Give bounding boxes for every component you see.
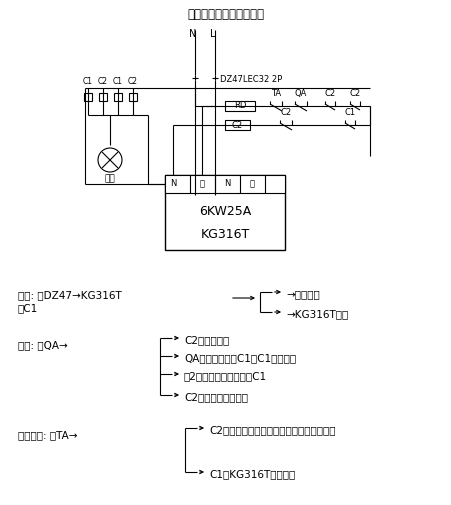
Text: C2: C2	[349, 89, 360, 98]
Bar	[165, 175, 285, 193]
Text: →主触头合: →主触头合	[285, 289, 319, 299]
Text: 手动停止: 合TA→: 手动停止: 合TA→	[18, 430, 77, 440]
Text: C2主触头合手动亮灯: C2主触头合手动亮灯	[184, 392, 248, 402]
Text: C1: C1	[113, 77, 123, 86]
Text: C2副触头自锁: C2副触头自锁	[184, 335, 229, 345]
Text: C1由KG316T接出控制: C1由KG316T接出控制	[208, 469, 295, 479]
Text: C1: C1	[83, 77, 93, 86]
Bar	[114, 93, 122, 101]
Bar	[84, 93, 92, 101]
Text: C2: C2	[324, 89, 335, 98]
Bar	[99, 93, 107, 101]
Text: RD: RD	[233, 102, 246, 111]
Text: TA: TA	[270, 89, 281, 98]
Text: 带C1: 带C1	[18, 303, 38, 313]
Text: N: N	[223, 179, 230, 188]
Text: 路灯按钮接触器联锁电路: 路灯按钮接触器联锁电路	[187, 8, 264, 21]
Text: 匝2联锁常闭副触头断开C1: 匝2联锁常闭副触头断开C1	[184, 371, 267, 381]
Text: 进: 进	[199, 179, 204, 188]
Text: QA联锁常闭断开C1，C1主触头断: QA联锁常闭断开C1，C1主触头断	[184, 353, 295, 363]
Text: 出: 出	[249, 179, 254, 188]
Text: C2失电复位，副联锁常闭复位，回原来状态: C2失电复位，副联锁常闭复位，回原来状态	[208, 425, 335, 435]
Bar	[225, 120, 249, 130]
Text: 手动: 合QA→: 手动: 合QA→	[18, 340, 68, 350]
Text: →KG316T控制: →KG316T控制	[285, 309, 347, 319]
Bar	[129, 93, 137, 101]
Text: 射灯: 射灯	[104, 174, 115, 183]
Text: N: N	[170, 179, 176, 188]
Bar	[225, 101, 254, 111]
Text: C2: C2	[231, 121, 242, 129]
Text: C1: C1	[344, 108, 355, 117]
Text: C2: C2	[128, 77, 138, 86]
Text: C2: C2	[98, 77, 108, 86]
Text: L: L	[210, 29, 215, 39]
Bar	[165, 175, 285, 250]
Text: KG316T: KG316T	[200, 228, 249, 241]
Text: N: N	[189, 29, 196, 39]
Text: QA: QA	[294, 89, 307, 98]
Text: 6KW25A: 6KW25A	[198, 205, 251, 218]
Text: 自动: 合DZ47→KG316T: 自动: 合DZ47→KG316T	[18, 290, 121, 300]
Text: C2: C2	[280, 108, 291, 117]
Text: DZ47LEC32 2P: DZ47LEC32 2P	[220, 75, 281, 84]
